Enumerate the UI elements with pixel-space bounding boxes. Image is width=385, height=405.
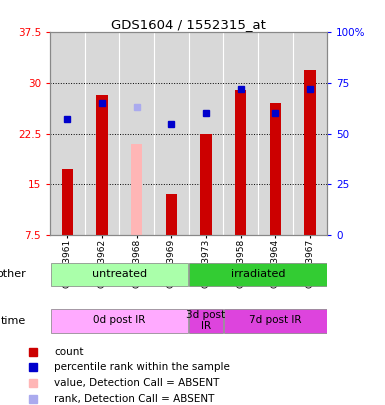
Bar <box>293 32 327 235</box>
Bar <box>154 32 189 235</box>
Bar <box>50 32 85 235</box>
Bar <box>223 32 258 235</box>
FancyBboxPatch shape <box>224 309 326 333</box>
Text: other: other <box>0 269 26 279</box>
Bar <box>235 90 246 235</box>
Bar <box>85 32 119 235</box>
FancyBboxPatch shape <box>189 309 223 333</box>
Bar <box>166 194 177 235</box>
Text: rank, Detection Call = ABSENT: rank, Detection Call = ABSENT <box>54 394 214 403</box>
FancyBboxPatch shape <box>189 262 326 286</box>
Text: 0d post IR: 0d post IR <box>93 315 146 326</box>
Text: value, Detection Call = ABSENT: value, Detection Call = ABSENT <box>54 378 219 388</box>
Bar <box>189 32 223 235</box>
Bar <box>131 144 142 235</box>
Bar <box>96 95 108 235</box>
Text: time: time <box>0 316 26 326</box>
Bar <box>304 70 316 235</box>
Text: count: count <box>54 347 84 357</box>
Bar <box>62 169 73 235</box>
FancyBboxPatch shape <box>51 309 188 333</box>
Text: untreated: untreated <box>92 269 147 279</box>
Text: 3d post
IR: 3d post IR <box>186 310 226 331</box>
Text: irradiated: irradiated <box>231 269 285 279</box>
Text: 7d post IR: 7d post IR <box>249 315 301 326</box>
Text: percentile rank within the sample: percentile rank within the sample <box>54 362 230 373</box>
Bar <box>119 32 154 235</box>
Bar <box>270 103 281 235</box>
Bar <box>258 32 293 235</box>
Title: GDS1604 / 1552315_at: GDS1604 / 1552315_at <box>111 18 266 31</box>
Bar <box>200 134 212 235</box>
FancyBboxPatch shape <box>51 262 188 286</box>
